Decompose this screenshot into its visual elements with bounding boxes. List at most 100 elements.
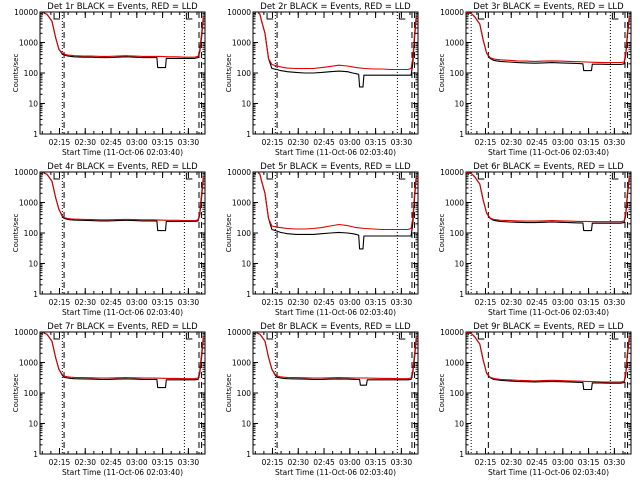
plot-frame bbox=[465, 171, 632, 295]
detector-panel-6: Det 6r BLACK = Events, RED = LLD 1 10 100 10… bbox=[438, 162, 632, 317]
x-tick-label: 02:30 bbox=[287, 458, 309, 467]
panel-title: Det 1r BLACK = Events, RED = LLD bbox=[47, 2, 198, 12]
x-tick-label: 03:00 bbox=[126, 298, 148, 307]
x-tick-label: 03:15 bbox=[152, 458, 174, 467]
lld-series-line bbox=[465, 172, 630, 223]
interval-bracket bbox=[185, 333, 193, 340]
x-tick-label: 02:45 bbox=[313, 298, 335, 307]
x-tick-label: 03:30 bbox=[604, 298, 626, 307]
x-tick-label: 02:45 bbox=[100, 298, 122, 307]
y-tick-label: 100 bbox=[450, 229, 465, 238]
x-tick-label: 03:30 bbox=[391, 298, 413, 307]
interval-bracket bbox=[398, 173, 406, 180]
y-tick-label: 10000 bbox=[14, 328, 38, 337]
y-tick-label: 100 bbox=[237, 389, 252, 398]
x-tick-label: 02:30 bbox=[500, 458, 522, 467]
x-tick-label: 02:15 bbox=[49, 138, 71, 147]
y-tick-label: 10 bbox=[28, 100, 38, 109]
lld-series-line bbox=[43, 332, 204, 380]
y-tick-label: 10 bbox=[241, 260, 251, 269]
x-tick-label: 03:15 bbox=[152, 138, 174, 147]
y-axis-label: Counts/sec bbox=[225, 214, 233, 253]
x-tick-label: 03:00 bbox=[552, 458, 574, 467]
x-tick-label: 03:00 bbox=[552, 298, 574, 307]
y-tick-label: 10 bbox=[241, 100, 251, 109]
events-series-line bbox=[43, 12, 204, 69]
y-tick-label: 100 bbox=[24, 389, 39, 398]
x-tick-label: 02:45 bbox=[313, 458, 335, 467]
x-tick-label: 02:45 bbox=[100, 138, 122, 147]
x-tick-label: 02:15 bbox=[475, 138, 497, 147]
interval-bracket bbox=[266, 173, 274, 180]
interval-bracket bbox=[266, 13, 274, 20]
y-tick-label: 1000 bbox=[19, 199, 38, 208]
y-tick-label: 10 bbox=[454, 260, 464, 269]
y-tick-label: 1000 bbox=[445, 359, 464, 368]
interval-bracket bbox=[53, 13, 61, 20]
detector-panel-9: Det 9r BLACK = Events, RED = LLD 1 10 100 10… bbox=[438, 322, 632, 477]
detector-panel-2: Det 2r BLACK = Events, RED = LLD 1 10 100 10… bbox=[225, 2, 419, 157]
y-tick-label: 100 bbox=[237, 69, 252, 78]
x-tick-label: 02:30 bbox=[74, 458, 96, 467]
x-tick-label: 03:30 bbox=[604, 138, 626, 147]
x-axis-label: Start Time (11-Oct-06 02:03:40) bbox=[488, 308, 609, 317]
x-tick-label: 03:00 bbox=[339, 458, 361, 467]
x-tick-label: 02:15 bbox=[262, 298, 284, 307]
y-tick-label: 10000 bbox=[14, 168, 38, 177]
interval-bracket bbox=[398, 333, 406, 340]
y-tick-label: 1000 bbox=[232, 39, 251, 48]
lld-series-line bbox=[465, 12, 630, 64]
x-tick-label: 03:15 bbox=[578, 458, 600, 467]
x-tick-label: 02:45 bbox=[100, 458, 122, 467]
y-tick-label: 1 bbox=[459, 290, 464, 299]
x-tick-label: 02:45 bbox=[313, 138, 335, 147]
x-tick-label: 02:45 bbox=[526, 298, 548, 307]
panel-title: Det 8r BLACK = Events, RED = LLD bbox=[260, 322, 411, 332]
panel-title: Det 7r BLACK = Events, RED = LLD bbox=[47, 322, 198, 332]
y-axis-label: Counts/sec bbox=[12, 54, 20, 93]
events-series-line bbox=[43, 172, 204, 232]
events-series-line bbox=[257, 12, 417, 88]
lld-series-line bbox=[43, 12, 204, 58]
detector-panel-5: Det 5r BLACK = Events, RED = LLD 1 10 100 10… bbox=[225, 162, 419, 317]
lld-series-line bbox=[43, 172, 204, 222]
plot-frame bbox=[252, 331, 419, 455]
x-tick-label: 02:30 bbox=[500, 298, 522, 307]
plot-frame bbox=[465, 331, 632, 455]
y-tick-label: 1000 bbox=[19, 39, 38, 48]
x-axis-label: Start Time (11-Oct-06 02:03:40) bbox=[488, 468, 609, 477]
plot-frame bbox=[39, 331, 206, 455]
x-tick-label: 03:30 bbox=[391, 138, 413, 147]
y-tick-label: 10 bbox=[28, 260, 38, 269]
detector-panel-8: Det 8r BLACK = Events, RED = LLD 1 10 100 10… bbox=[225, 322, 419, 477]
y-tick-label: 10000 bbox=[227, 168, 251, 177]
y-axis-label: Counts/sec bbox=[225, 374, 233, 413]
interval-bracket bbox=[185, 173, 193, 180]
panel-title: Det 6r BLACK = Events, RED = LLD bbox=[473, 162, 624, 172]
x-tick-label: 02:15 bbox=[262, 138, 284, 147]
x-tick-label: 02:30 bbox=[287, 298, 309, 307]
x-tick-label: 03:00 bbox=[339, 138, 361, 147]
x-axis-label: Start Time (11-Oct-06 02:03:40) bbox=[275, 308, 396, 317]
x-axis-label: Start Time (11-Oct-06 02:03:40) bbox=[62, 308, 183, 317]
interval-bracket bbox=[53, 173, 61, 180]
x-tick-label: 03:30 bbox=[391, 458, 413, 467]
detector-panel-3: Det 3r BLACK = Events, RED = LLD 1 10 100 10… bbox=[438, 2, 632, 157]
x-tick-label: 03:00 bbox=[126, 458, 148, 467]
y-tick-label: 1000 bbox=[19, 359, 38, 368]
x-tick-label: 03:15 bbox=[152, 298, 174, 307]
y-tick-label: 10 bbox=[454, 100, 464, 109]
y-tick-label: 1 bbox=[246, 450, 251, 459]
x-tick-label: 02:45 bbox=[526, 458, 548, 467]
x-tick-label: 03:30 bbox=[604, 458, 626, 467]
y-tick-label: 100 bbox=[450, 69, 465, 78]
lld-series-line bbox=[256, 332, 417, 380]
y-axis-label: Counts/sec bbox=[12, 214, 20, 253]
y-tick-label: 100 bbox=[24, 69, 39, 78]
y-tick-label: 100 bbox=[450, 389, 465, 398]
lld-series-line bbox=[257, 172, 417, 231]
plot-frame bbox=[465, 11, 632, 135]
x-tick-label: 02:45 bbox=[526, 138, 548, 147]
y-tick-label: 10 bbox=[454, 420, 464, 429]
